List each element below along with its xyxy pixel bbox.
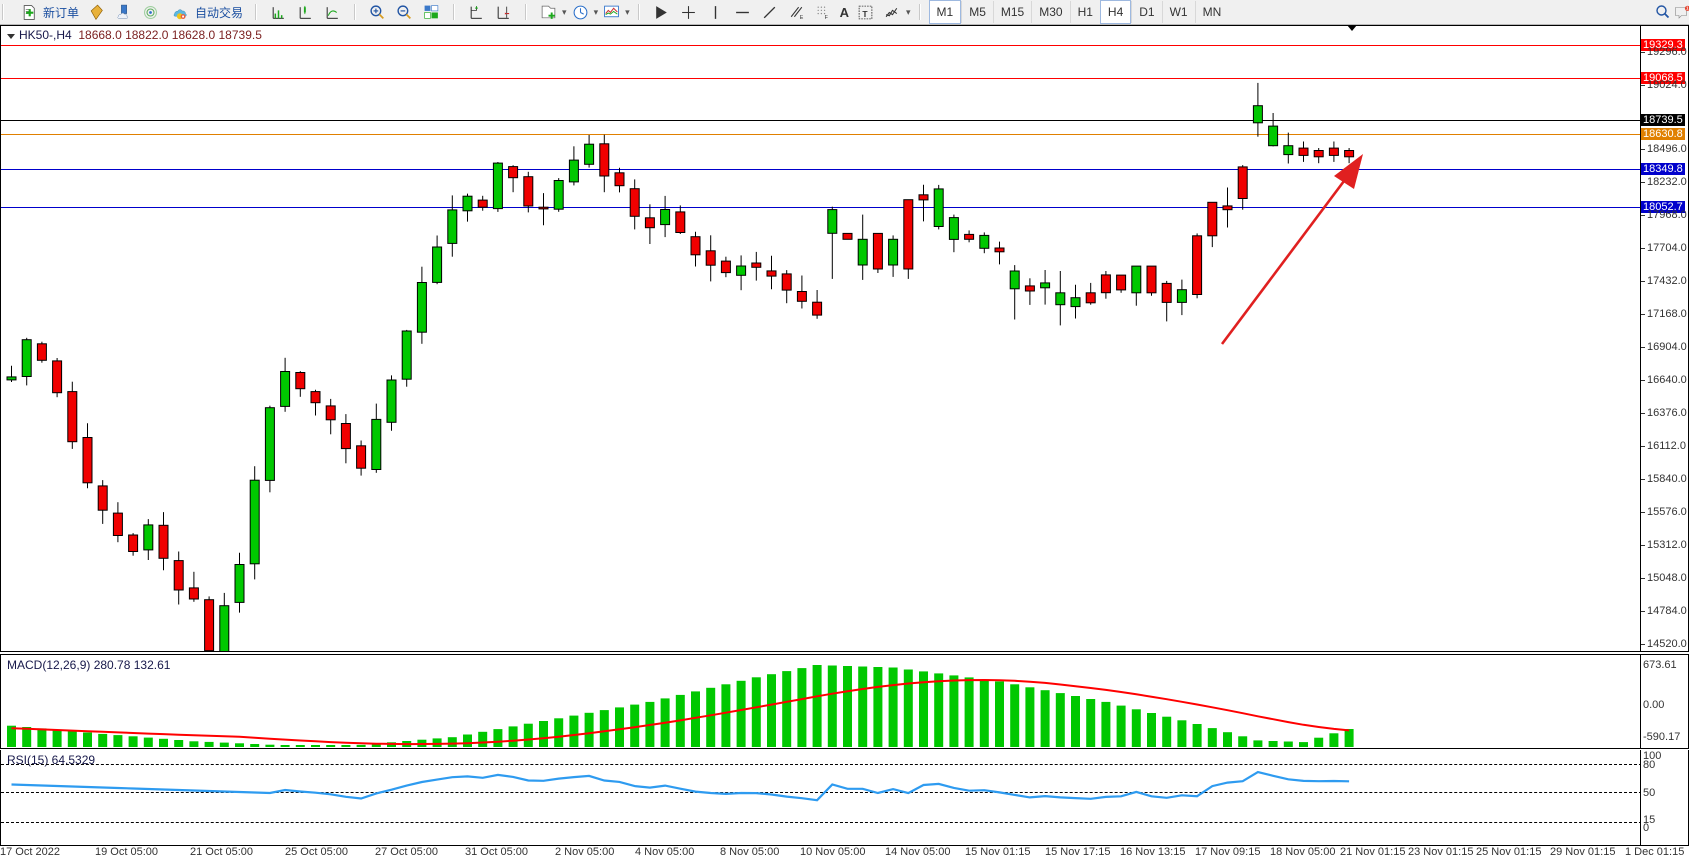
svg-text:E: E [799, 14, 803, 20]
svg-text:F: F [824, 14, 828, 20]
svg-text:T: T [862, 8, 868, 18]
